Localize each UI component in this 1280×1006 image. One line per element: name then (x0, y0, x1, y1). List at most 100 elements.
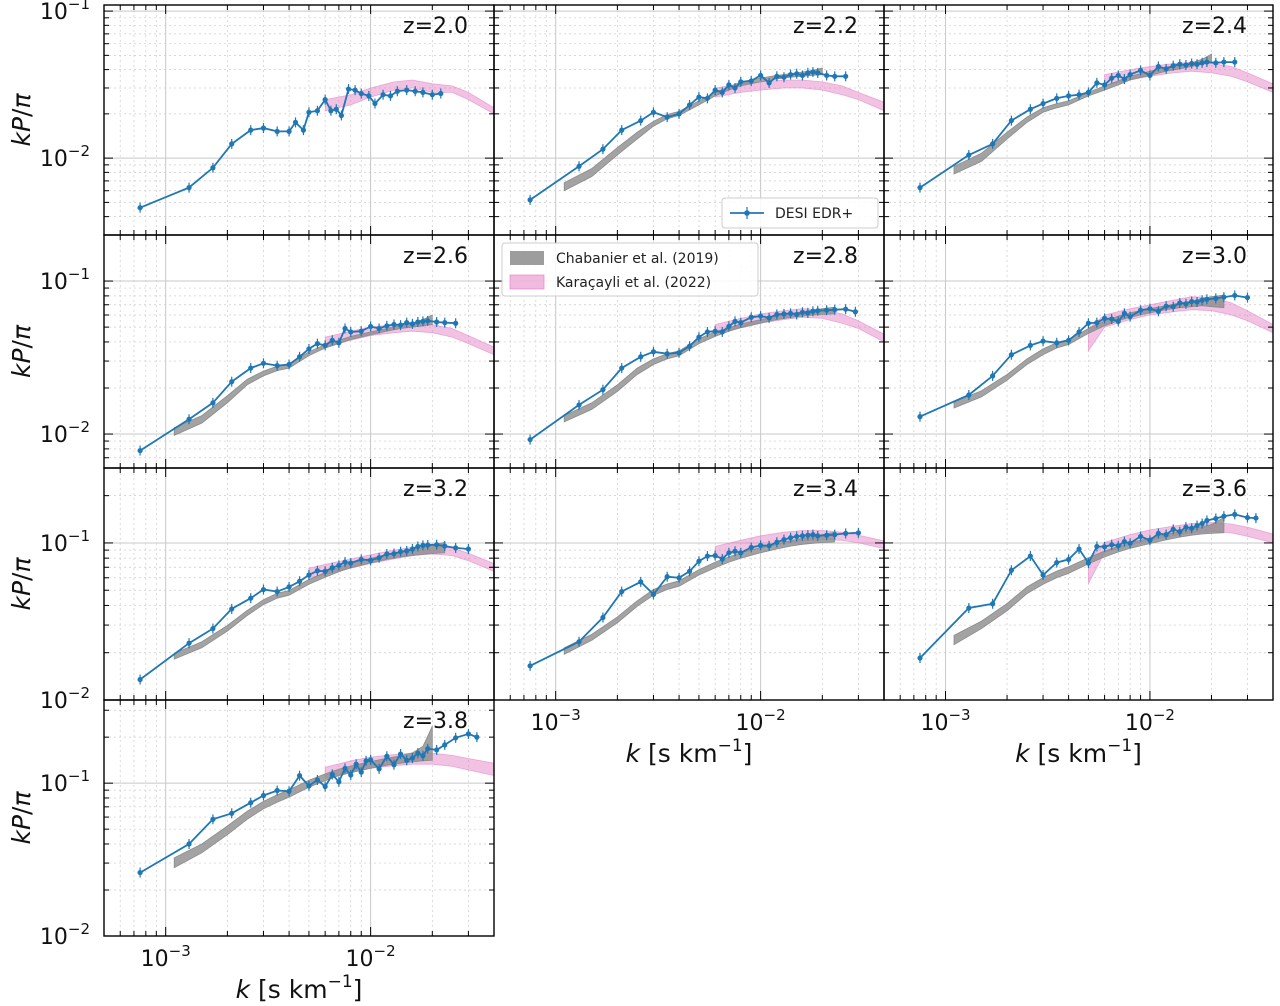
desi-point (358, 328, 364, 334)
desi-point (1008, 352, 1014, 358)
desi-line (139, 543, 469, 681)
desi-point (1221, 294, 1227, 300)
desi-point (1194, 522, 1200, 529)
desi-point (774, 311, 780, 318)
desi-point (774, 73, 780, 79)
desi-point (1121, 538, 1127, 545)
desi-point (465, 546, 471, 552)
desi-point (376, 555, 382, 561)
desi-point (781, 537, 787, 543)
y-axis-label: kP/π (7, 324, 36, 378)
x-tick-label: 10−3 (531, 706, 581, 736)
desi-point (686, 568, 693, 574)
desi-point (384, 551, 390, 557)
desi-point (794, 533, 800, 540)
x-tick-label: 10−3 (141, 942, 191, 972)
desi-point (824, 307, 830, 313)
desi-point (1040, 338, 1046, 344)
desi-point (1213, 515, 1219, 522)
desi-point (314, 341, 321, 347)
desi-point (1221, 513, 1227, 519)
chabanier-band (173, 541, 446, 660)
desi-point (1040, 100, 1046, 107)
desi-point (368, 757, 374, 763)
desi-point (805, 532, 811, 538)
desi-point (787, 310, 794, 316)
desi-point (1101, 544, 1108, 550)
plot-area (917, 509, 1273, 664)
desi-point (1194, 61, 1200, 67)
desi-point (748, 314, 754, 320)
desi-point (1121, 310, 1127, 316)
desi-point (368, 557, 374, 563)
desi-point (397, 751, 404, 757)
desi-point (1040, 572, 1046, 578)
desi-point (758, 313, 764, 319)
desi-point (1127, 314, 1133, 320)
x-tick-label: 10−2 (736, 706, 786, 736)
desi-point (732, 548, 738, 554)
desi-point (376, 325, 382, 332)
desi-point (336, 562, 342, 568)
legend-box (721, 197, 879, 229)
legend-karacayli-swatch (509, 274, 545, 290)
desi-point (453, 320, 459, 326)
desi-point (719, 556, 725, 562)
desi-point (353, 761, 359, 767)
z-label: z=2.2 (793, 14, 858, 39)
panel-z=3.4: z=3.4 10−3 10−2k [s km−1] (493, 467, 885, 768)
desi-point (799, 309, 806, 315)
desi-point (1094, 80, 1100, 86)
z-label: z=3.2 (403, 477, 468, 502)
desi-point (527, 197, 533, 203)
desi-point (1008, 567, 1014, 573)
desi-point (404, 87, 410, 93)
desi-point (1147, 537, 1153, 543)
panel-z=2.2: z=2.2 (493, 4, 885, 236)
y-axis-label: kP/π (7, 557, 36, 611)
desi-point (781, 311, 787, 317)
desi-point (1085, 320, 1092, 326)
x-tick-label: 10−3 (920, 706, 970, 736)
desi-point (843, 306, 849, 312)
desi-point (855, 530, 861, 536)
desi-point (824, 532, 830, 538)
ticks (494, 235, 884, 468)
legend-references: Chabanier et al. (2019) Karaçayli et al. … (501, 242, 759, 297)
desi-point (229, 141, 235, 147)
desi-point (1065, 93, 1072, 99)
desi-point (1115, 543, 1121, 549)
desi-point (1147, 306, 1153, 312)
desi-point (1094, 320, 1100, 326)
desi-point (210, 400, 216, 406)
desi-point (1204, 296, 1210, 302)
desi-point (1054, 95, 1060, 101)
desi-point (292, 119, 299, 125)
desi-point (409, 755, 416, 761)
desi-point (1244, 294, 1251, 301)
desi-point (1065, 337, 1072, 343)
desi-point (1183, 524, 1189, 530)
desi-point (1076, 329, 1082, 335)
ticks (884, 235, 1273, 468)
desi-point (260, 125, 267, 131)
desi-point (229, 606, 235, 612)
desi-point (314, 108, 321, 114)
karacayli-band (1088, 296, 1273, 353)
desi-point (600, 614, 606, 621)
desi-point (576, 639, 582, 645)
desi-point (824, 72, 830, 79)
desi-point (638, 354, 644, 360)
desi-point (137, 676, 143, 683)
desi-point (917, 655, 923, 661)
desi-point (676, 575, 682, 581)
desi-point (1189, 298, 1195, 305)
plot-area (137, 314, 494, 456)
desi-point (274, 588, 280, 595)
desi-point (322, 342, 328, 348)
desi-point (1054, 340, 1060, 346)
y-tick-label: 10−2 (40, 684, 90, 714)
desi-point (766, 315, 772, 321)
panel-z=2.6: z=2.6 10−2 10−1kP/π (7, 234, 495, 469)
ticks (104, 5, 494, 235)
